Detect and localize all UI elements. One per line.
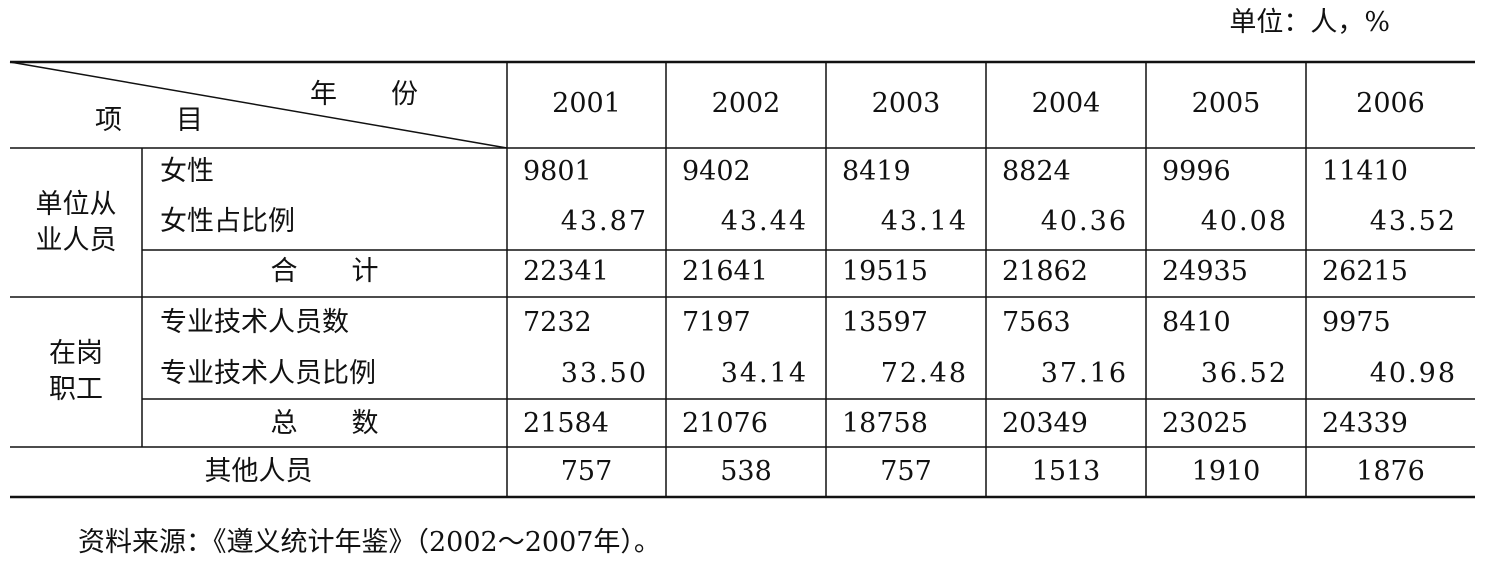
- cell-value: 8419: [842, 156, 911, 187]
- cell-value: 8410: [1162, 307, 1231, 338]
- unit: 单位：人，%: [1229, 7, 1390, 38]
- cell-value: 18758: [842, 408, 928, 439]
- year-header: 2004: [1031, 88, 1101, 119]
- cell-value: 1513: [1031, 456, 1101, 487]
- cell-value: 21641: [682, 256, 768, 287]
- cell-value: 21584: [523, 408, 609, 439]
- year-header: 2002: [711, 88, 781, 119]
- group-label: 单位从业人员: [35, 188, 117, 256]
- cell-value: 34.14: [720, 358, 808, 389]
- cell-value: 757: [560, 456, 613, 487]
- cell-value: 37.16: [1040, 358, 1128, 389]
- cell-value: 21862: [1002, 256, 1088, 287]
- cell-value: 40.08: [1200, 206, 1288, 237]
- cell-value: 9402: [682, 156, 751, 187]
- cell-value: 7232: [523, 307, 592, 338]
- cell-value: 40.98: [1369, 358, 1457, 389]
- row-label: 专业技术人员比例: [160, 358, 376, 389]
- row-label: 专业技术人员数: [160, 307, 349, 338]
- diagonal: [9, 61, 508, 149]
- year-header: 2003: [871, 88, 941, 119]
- cell-value: 757: [880, 456, 932, 487]
- cell-value: 19515: [842, 256, 928, 287]
- cell-value: 26215: [1322, 256, 1408, 287]
- cell-value: 36.52: [1200, 358, 1288, 389]
- cell-value: 9996: [1162, 156, 1231, 187]
- cell-value: 24935: [1162, 256, 1248, 287]
- cell-value: 1876: [1356, 456, 1425, 487]
- cell-value: 11410: [1322, 156, 1408, 187]
- cell-value: 9801: [523, 156, 592, 187]
- group-label: 在岗职工: [49, 338, 103, 405]
- year-header: 2005: [1191, 88, 1261, 119]
- corner-top: 年 份: [310, 79, 418, 110]
- cell-value: 7563: [1002, 307, 1071, 338]
- corner-bottom: 项 目: [95, 105, 203, 136]
- cell-value: 538: [720, 456, 772, 487]
- cell-value: 43.44: [720, 206, 808, 237]
- cell-value: 23025: [1162, 408, 1248, 439]
- cell-value: 43.14: [880, 206, 968, 237]
- cell-value: 43.52: [1369, 206, 1457, 237]
- row-label: 合 计: [270, 256, 379, 287]
- cell-value: 13597: [842, 307, 928, 338]
- cell-value: 22341: [523, 256, 609, 287]
- row-label: 女性: [160, 156, 214, 187]
- cell-value: 9975: [1322, 307, 1391, 338]
- cell-value: 24339: [1322, 408, 1408, 439]
- cell-value: 20349: [1002, 408, 1088, 439]
- cell-value: 72.48: [880, 358, 968, 389]
- cell-value: 21076: [682, 408, 768, 439]
- source-note: 资料来源：《遵义统计年鉴》（2002～2007年）。: [78, 527, 661, 558]
- cell-value: 8824: [1002, 156, 1071, 187]
- year-header: 2001: [552, 88, 621, 119]
- row-label: 总 数: [270, 408, 379, 439]
- cell-value: 7197: [682, 307, 751, 338]
- cell-value: 1910: [1191, 456, 1261, 487]
- cell-value: 33.50: [560, 358, 648, 389]
- cell-value: 40.36: [1040, 206, 1128, 237]
- row-label: 其他人员: [204, 456, 313, 487]
- row-label: 女性占比例: [160, 206, 295, 237]
- year-header: 2006: [1356, 88, 1425, 119]
- cell-value: 43.87: [560, 206, 648, 237]
